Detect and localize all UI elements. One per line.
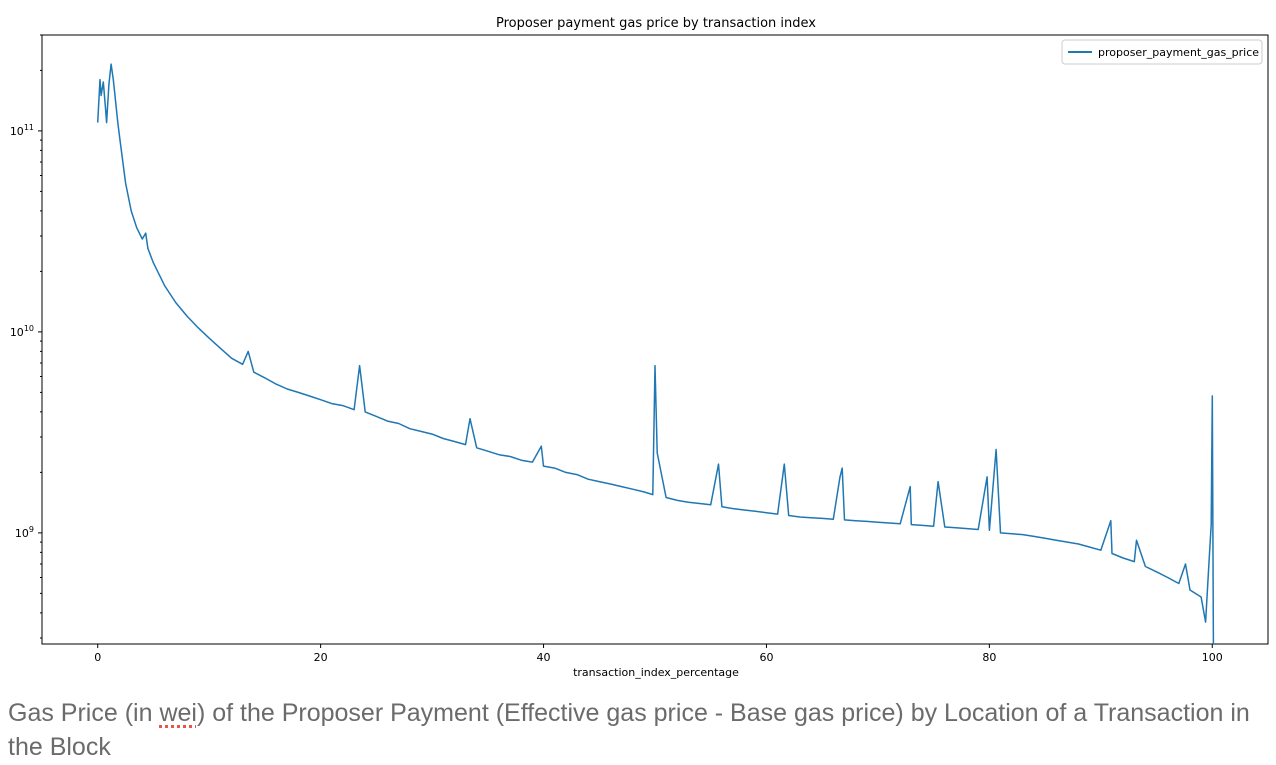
legend: proposer_payment_gas_price bbox=[1061, 39, 1263, 65]
caption-text-misspelled-word: wei bbox=[159, 699, 197, 727]
y-tick-label: 1010 bbox=[10, 324, 34, 339]
x-axis-ticks: 0 20 40 60 80 100 bbox=[94, 644, 1223, 664]
series-line-0 bbox=[96, 63, 1215, 645]
legend-label: proposer_payment_gas_price bbox=[1098, 46, 1259, 59]
x-axis-label: transaction_index_percentage bbox=[573, 666, 739, 679]
series-layer bbox=[96, 63, 1215, 645]
figure-caption: Gas Price (in wei) of the Proposer Payme… bbox=[8, 696, 1270, 764]
x-tick-label: 100 bbox=[1202, 651, 1223, 664]
x-tick-label: 40 bbox=[537, 651, 551, 664]
x-tick-label: 80 bbox=[982, 651, 996, 664]
plot-area-frame bbox=[41, 34, 1269, 645]
x-tick-label: 60 bbox=[759, 651, 773, 664]
chart: Proposer payment gas price by transactio… bbox=[10, 16, 1269, 679]
caption-text-start: Gas Price (in bbox=[8, 699, 160, 727]
y-axis-ticks: 109 1010 1011 bbox=[10, 34, 42, 639]
chart-title: Proposer payment gas price by transactio… bbox=[496, 16, 816, 31]
caption-text-end: ) of the Proposer Payment (Effective gas… bbox=[8, 699, 1250, 761]
x-tick-label: 0 bbox=[94, 651, 101, 664]
legend-box bbox=[1061, 39, 1263, 65]
y-tick-label: 109 bbox=[15, 525, 34, 540]
x-tick-label: 20 bbox=[314, 651, 328, 664]
y-tick-label: 1011 bbox=[10, 123, 34, 138]
